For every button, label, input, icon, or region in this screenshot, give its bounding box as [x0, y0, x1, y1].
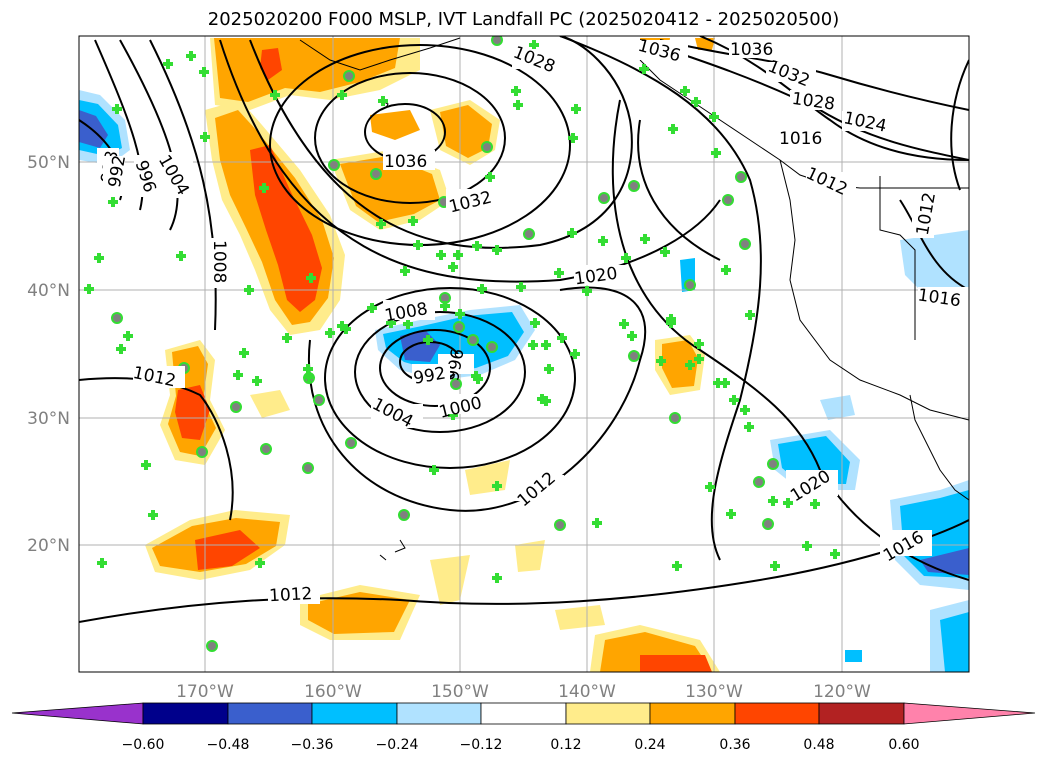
colorbar-tick-label: 0.12: [550, 737, 581, 753]
colorbar-tick-label: 0.60: [888, 737, 919, 753]
lat-label: 30°N: [27, 409, 70, 429]
colorbar-tick-label: −0.12: [460, 737, 503, 753]
isobar-label: 1008: [209, 240, 229, 283]
lat-label: 20°N: [27, 536, 70, 556]
lon-label: 140°W: [558, 682, 616, 702]
plot-frame: [78, 35, 970, 673]
map-title: 2025020200 F000 MSLP, IVT Landfall PC (2…: [207, 9, 840, 30]
colorbar-cell: [480, 702, 567, 725]
station-markers: [84, 36, 840, 652]
colorbar-extend-low: [11, 702, 144, 725]
colorbar-cell: [565, 702, 651, 725]
colorbar-extend-high: [903, 702, 1036, 725]
colorbar-tick-label: 0.48: [803, 737, 834, 753]
colorbar-ticks: −0.60 −0.48 −0.36 −0.24 −0.12 0.12 0.24 …: [122, 737, 920, 753]
isobar-label: 1036: [384, 152, 427, 172]
colorbar-tick-label: 0.24: [634, 737, 665, 753]
lon-label: 170°W: [176, 682, 234, 702]
lon-label: 120°W: [813, 682, 871, 702]
colorbar-cell: [818, 702, 905, 725]
isobar-label: 1036: [730, 40, 773, 60]
colorbar-cell: [311, 702, 398, 725]
colorbar-cell: [142, 702, 229, 725]
lon-label: 130°W: [685, 682, 743, 702]
colorbar-cell: [396, 702, 482, 725]
colorbar-tick-label: −0.60: [122, 737, 165, 753]
colorbar-cell: [734, 702, 820, 725]
colorbar-tick-label: 0.36: [719, 737, 750, 753]
colorbar-tick-label: −0.24: [376, 737, 419, 753]
colorbar: [11, 702, 1036, 725]
lon-label: 160°W: [304, 682, 362, 702]
isobar-label: 1012: [269, 584, 313, 606]
isobar-label: 1016: [779, 129, 822, 149]
graticule: [79, 36, 969, 672]
isobars: [79, 36, 969, 623]
colorbar-cell: [227, 702, 313, 725]
colorbar-cell: [649, 702, 736, 725]
longitude-labels: 170°W 160°W 150°W 140°W 130°W 120°W: [176, 682, 871, 702]
lat-label: 50°N: [27, 153, 70, 173]
lat-label: 40°N: [27, 281, 70, 301]
colorbar-tick-label: −0.36: [291, 737, 334, 753]
latitude-labels: 50°N 40°N 30°N 20°N: [27, 153, 70, 556]
colorbar-tick-label: −0.48: [207, 737, 250, 753]
lon-label: 150°W: [431, 682, 489, 702]
